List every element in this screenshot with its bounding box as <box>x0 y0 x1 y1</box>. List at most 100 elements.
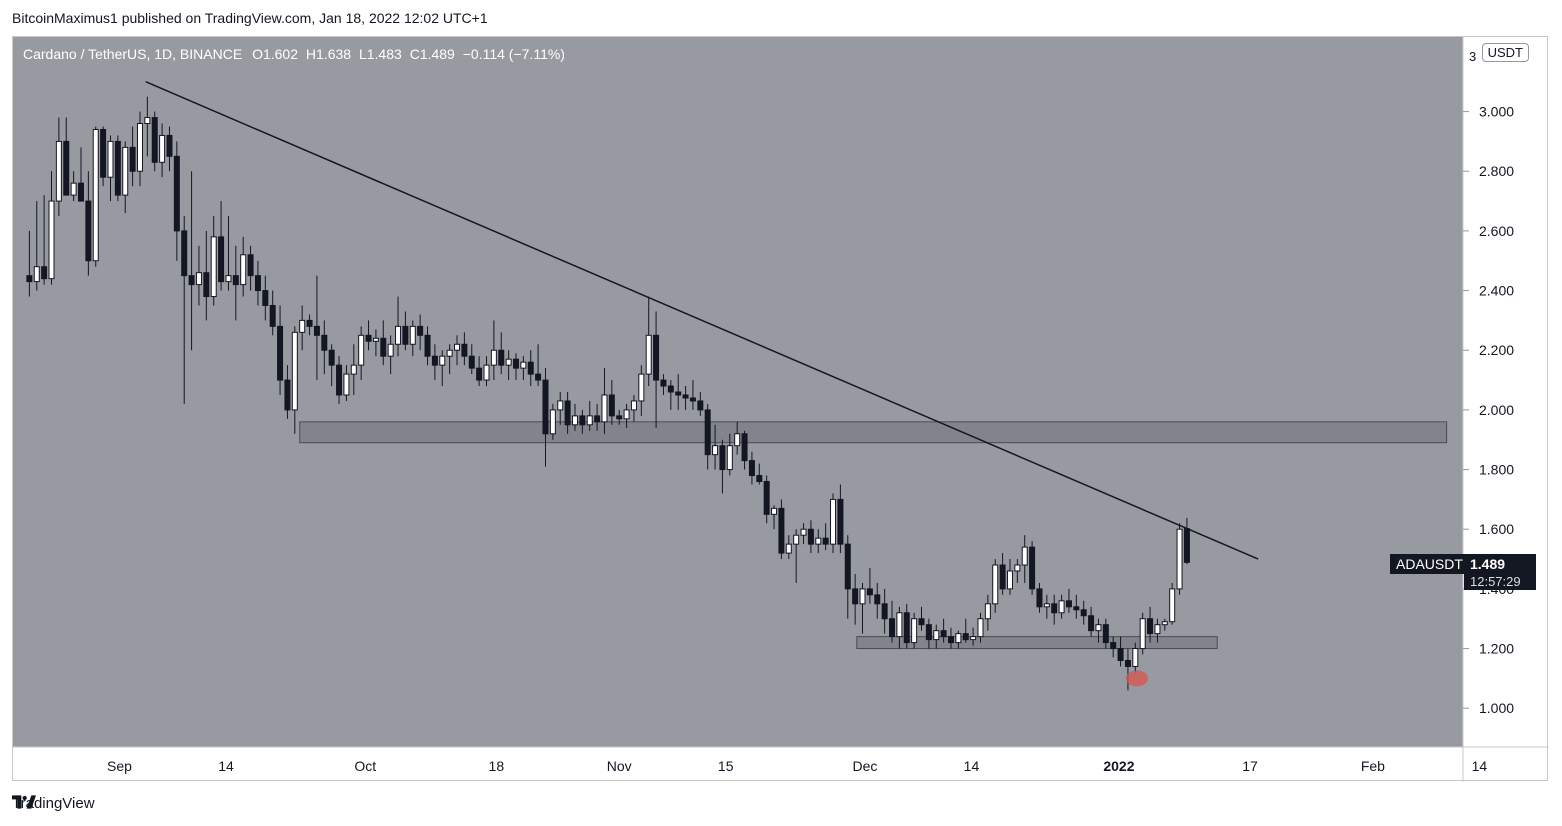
candle-body-up <box>800 528 807 536</box>
x-tick-label: 17 <box>1242 758 1258 774</box>
candle-body-down <box>653 334 660 381</box>
candle-body-down <box>1102 624 1109 644</box>
candle-body-down <box>1080 609 1087 617</box>
candle-body-down <box>417 325 424 336</box>
candle-body-down <box>1065 600 1072 608</box>
bar-countdown: 12:57:29 <box>1464 573 1536 590</box>
candle <box>195 245 202 306</box>
candle-body-up <box>1154 624 1161 635</box>
candle-body-down <box>254 275 261 292</box>
candle-body-up <box>240 254 247 286</box>
candle <box>925 618 932 649</box>
candle-body-up <box>387 343 394 357</box>
candle-body-down <box>1117 648 1124 661</box>
candle-body-down <box>284 379 291 411</box>
candle <box>689 380 696 410</box>
x-tick-label: 14 <box>964 758 980 774</box>
candle-body-up <box>299 319 306 333</box>
candle-body-down <box>424 334 431 357</box>
legend-low: 1.483 <box>366 46 402 62</box>
candle <box>756 463 763 485</box>
candle <box>830 493 837 554</box>
x-tick-label: Nov <box>607 758 632 774</box>
candle <box>33 201 40 291</box>
candle-body-down <box>262 290 269 306</box>
candle <box>527 350 534 387</box>
plot-area[interactable] <box>13 37 1463 747</box>
candle <box>343 365 350 401</box>
candle-body-down <box>1183 528 1190 563</box>
candle-body-up <box>343 373 350 396</box>
y-tick-label: 1.600 <box>1479 521 1514 537</box>
x-tick-label: 14 <box>218 758 234 774</box>
candle-body-up <box>1021 546 1028 566</box>
candle <box>277 305 284 395</box>
candle <box>166 126 173 172</box>
candle-body-down <box>63 140 70 196</box>
candle <box>446 344 453 375</box>
candle-body-down <box>461 343 468 357</box>
candle-body-up <box>1058 600 1065 614</box>
candle-body-down <box>306 319 313 327</box>
candle <box>55 117 62 216</box>
candle <box>218 201 225 291</box>
candle-body-down <box>1110 642 1117 650</box>
candle <box>608 380 615 425</box>
candle <box>468 344 475 375</box>
time-axis: Sep 14 Oct 18 Nov 15 Dec 14 2022 17 Feb 14 <box>107 758 1487 774</box>
candle <box>623 403 630 428</box>
candle-body-up <box>1161 621 1168 626</box>
candle-body-down <box>498 349 505 366</box>
candle-body-down <box>468 355 475 369</box>
candle-body-down <box>336 364 343 396</box>
candle-body-up <box>122 146 129 196</box>
candle <box>1073 594 1080 619</box>
candle-body-down <box>719 445 726 471</box>
candle <box>726 433 733 476</box>
candle-body-down <box>542 379 549 435</box>
candle-body-up <box>984 603 991 620</box>
candle-body-up <box>454 343 461 351</box>
footer-brand[interactable]: TradingView <box>12 795 95 812</box>
candle <box>454 335 461 366</box>
candle <box>874 582 881 619</box>
candle-body-up <box>33 266 40 283</box>
candle-body-down <box>527 361 534 375</box>
zone-resistance[interactable] <box>299 421 1448 444</box>
candle-body-down <box>277 325 284 381</box>
candle <box>439 350 446 387</box>
candle <box>564 392 571 434</box>
candle <box>734 421 741 455</box>
candle-body-down <box>594 415 601 423</box>
candle <box>1043 594 1050 619</box>
candle-body-up <box>483 364 490 381</box>
candle <box>1080 600 1087 625</box>
currency-badge[interactable]: USDT <box>1481 43 1529 62</box>
candle-body-up <box>712 445 719 456</box>
candle <box>372 329 379 357</box>
candle <box>807 520 814 554</box>
x-tick-label: Dec <box>853 758 878 774</box>
zone-support[interactable] <box>856 636 1218 650</box>
candle <box>483 356 490 387</box>
trendline[interactable] <box>145 81 1259 560</box>
candle <box>594 403 601 431</box>
price-axis: 1.0001.2001.4001.6001.8002.0002.2002.400… <box>1463 104 1514 716</box>
candle-body-down <box>689 397 696 402</box>
candle <box>1139 612 1146 655</box>
candle-body-up <box>505 358 512 366</box>
x-tick-label: Sep <box>107 758 132 774</box>
candle <box>1117 636 1124 667</box>
candle-body-down <box>903 612 910 644</box>
tradingview-logo-icon <box>12 795 36 809</box>
candle <box>409 320 416 357</box>
candle-body-down <box>535 373 542 381</box>
candle <box>70 171 77 202</box>
candle-body-up <box>55 140 62 202</box>
candle <box>903 603 910 649</box>
candle <box>505 350 512 381</box>
candle-body-up <box>1095 624 1102 632</box>
candle <box>911 612 918 649</box>
candle-body-down <box>866 588 873 596</box>
candle-body-up <box>520 361 527 369</box>
